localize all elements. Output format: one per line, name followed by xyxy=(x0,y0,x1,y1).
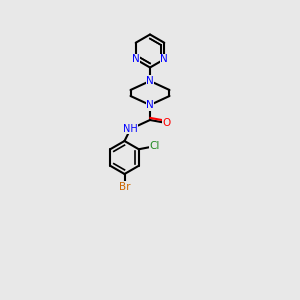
Text: N: N xyxy=(146,76,154,86)
Text: N: N xyxy=(146,100,154,110)
Text: Cl: Cl xyxy=(149,141,160,151)
Text: NH: NH xyxy=(123,124,138,134)
Text: N: N xyxy=(160,54,168,64)
Text: Br: Br xyxy=(119,182,130,192)
Text: O: O xyxy=(162,118,171,128)
Text: N: N xyxy=(132,54,140,64)
